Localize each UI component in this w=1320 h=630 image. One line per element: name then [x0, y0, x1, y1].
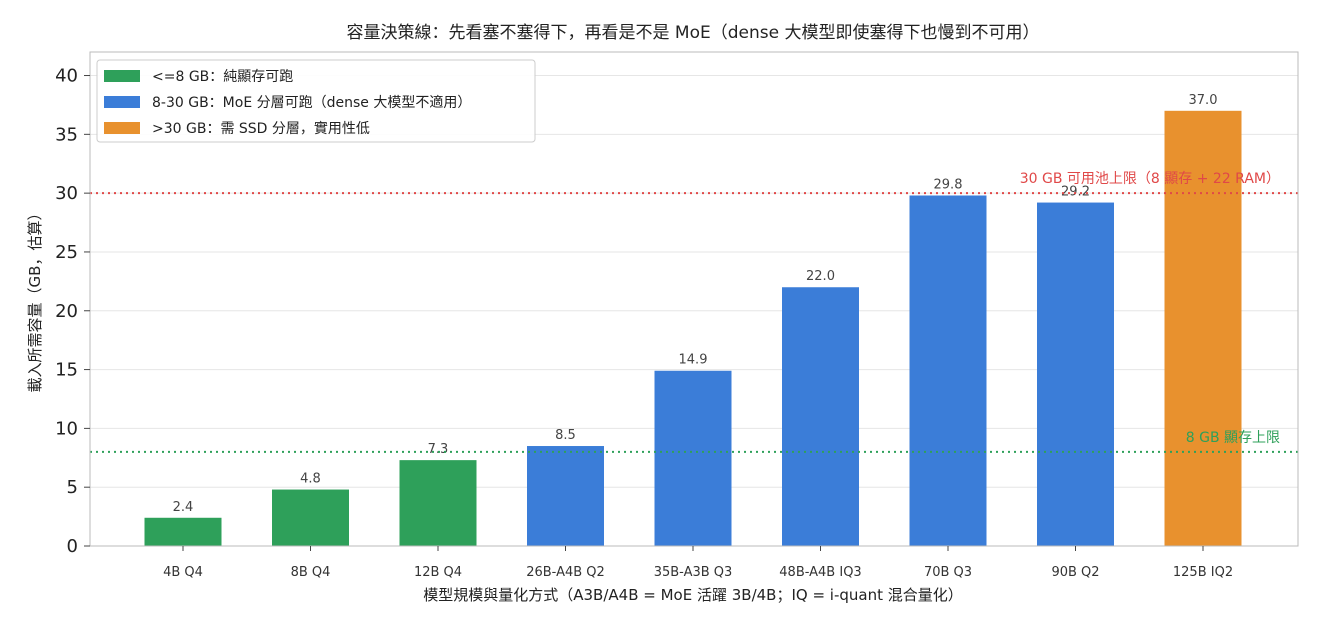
y-tick-label: 0 — [67, 536, 78, 557]
x-tick-label: 8B Q4 — [291, 565, 331, 580]
bar-value-label: 8.5 — [555, 428, 576, 443]
bar — [144, 517, 222, 546]
x-tick-label: 12B Q4 — [414, 565, 462, 580]
bar — [909, 195, 987, 546]
bar-value-label: 14.9 — [679, 353, 708, 368]
x-tick-label: 90B Q2 — [1051, 565, 1099, 580]
bar-value-label: 29.2 — [1061, 185, 1090, 200]
y-tick-label: 35 — [55, 124, 78, 145]
bar-value-label: 37.0 — [1189, 93, 1218, 108]
reference-line-label: 8 GB 顯存上限 — [1186, 430, 1280, 446]
x-tick-label: 125B IQ2 — [1173, 565, 1233, 580]
bar — [399, 460, 477, 546]
y-axis: 0 5 10 15 20 25 30 35 40 — [55, 66, 90, 557]
y-tick-label: 25 — [55, 242, 78, 263]
y-tick-label: 10 — [55, 418, 78, 439]
bar-value-label: 7.3 — [428, 442, 449, 457]
bar — [782, 287, 859, 546]
x-tick-label: 4B Q4 — [163, 565, 203, 580]
y-tick-label: 40 — [55, 66, 78, 87]
bar-value-label: 2.4 — [173, 500, 194, 515]
reference-lines: 30 GB 可用池上限（8 顯存 + 22 RAM） 8 GB 顯存上限 — [90, 171, 1298, 453]
x-tick-label: 35B-A3B Q3 — [654, 565, 733, 580]
bar-value-label: 29.8 — [934, 177, 963, 192]
bars: 2.4 4.8 7.3 8.5 14.9 22.0 29.8 29.2 37.0 — [144, 93, 1242, 547]
legend-swatch-blue — [104, 96, 140, 108]
x-tick-label: 48B-A4B IQ3 — [779, 565, 861, 580]
y-tick-label: 30 — [55, 183, 78, 204]
bar — [1164, 110, 1242, 547]
x-tick-label: 70B Q3 — [924, 565, 972, 580]
bar-value-label: 4.8 — [300, 472, 321, 487]
bar — [527, 446, 604, 546]
legend-label-orange: >30 GB：需 SSD 分層，實用性低 — [152, 120, 370, 137]
legend-label-green: <=8 GB：純顯存可跑 — [152, 69, 293, 85]
y-tick-label: 20 — [55, 301, 78, 322]
y-tick-label: 15 — [55, 360, 78, 381]
x-axis: 4B Q4 8B Q4 12B Q4 26B-A4B Q2 35B-A3B Q3 48B-… — [163, 546, 1233, 580]
bar-value-label: 22.0 — [806, 269, 835, 284]
reference-line-label: 30 GB 可用池上限（8 顯存 + 22 RAM） — [1020, 171, 1280, 187]
x-tick-label: 26B-A4B Q2 — [526, 565, 605, 580]
y-tick-label: 5 — [67, 477, 78, 498]
plot-frame — [89, 51, 1299, 547]
legend-label-blue: 8-30 GB：MoE 分層可跑（dense 大模型不適用） — [152, 94, 471, 111]
legend: <=8 GB：純顯存可跑 8-30 GB：MoE 分層可跑（dense 大模型不… — [96, 59, 536, 143]
bar — [654, 370, 732, 546]
bar — [272, 489, 349, 546]
legend-swatch-green — [104, 70, 140, 82]
y-axis-title: 載入所需容量（GB，估算） — [26, 206, 44, 393]
legend-swatch-orange — [104, 122, 140, 134]
legend-box — [96, 59, 536, 143]
x-axis-title: 模型規模與量化方式（A3B/A4B = MoE 活躍 3B/4B；IQ = i-… — [423, 586, 963, 604]
bar — [1037, 202, 1114, 547]
chart-title: 容量決策線：先看塞不塞得下，再看是不是 MoE（dense 大模型即使塞得下也慢… — [347, 22, 1040, 43]
